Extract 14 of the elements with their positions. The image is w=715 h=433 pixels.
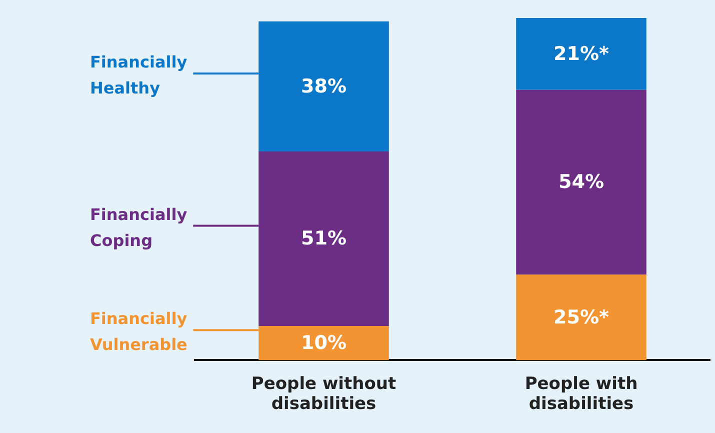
data-label: 38% <box>301 75 346 98</box>
data-label: 25%* <box>554 306 610 328</box>
x-tick-label: People without disabilities <box>251 374 396 414</box>
legend-label: Financially Healthy <box>90 52 188 98</box>
data-label: 51% <box>301 228 346 250</box>
bar <box>516 18 646 90</box>
x-tick-label: People with disabilities <box>524 374 638 414</box>
data-label: 21%* <box>554 42 610 65</box>
legend-label: Financially Vulnerable <box>90 309 188 354</box>
bar <box>516 274 646 360</box>
legend-label: Financially Coping <box>90 204 188 250</box>
data-label: 10% <box>301 332 346 354</box>
data-label: 54% <box>558 171 604 194</box>
bar <box>516 90 646 275</box>
